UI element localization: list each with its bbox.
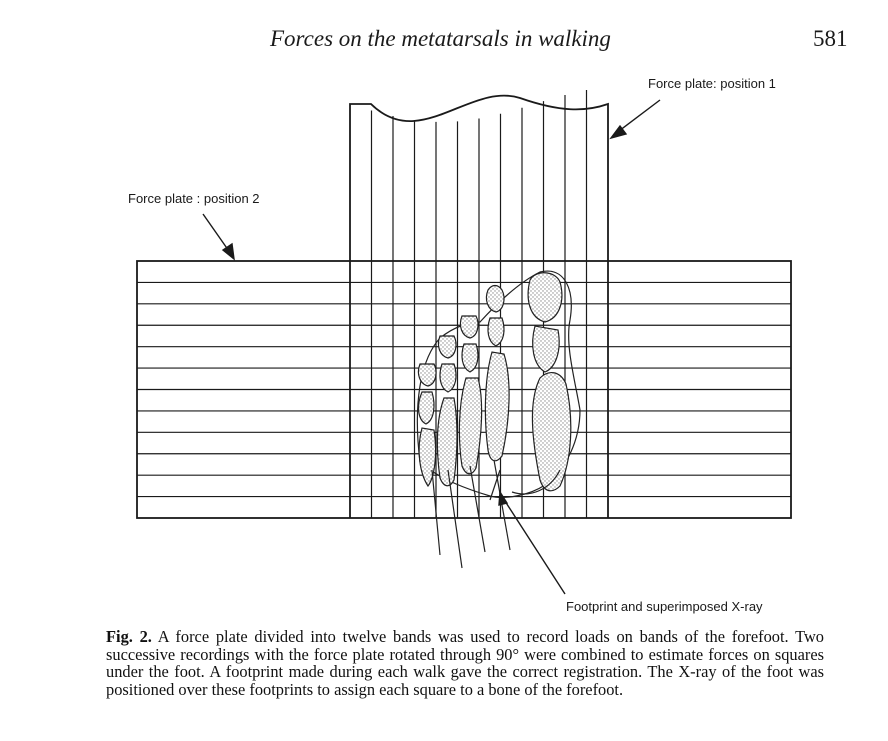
label-plate-position-2: Force plate : position 2 <box>128 191 260 206</box>
figure-force-plate: Force plate: position 1 Force plate : po… <box>128 76 792 614</box>
foot-xray-illustration <box>416 270 581 569</box>
figure-caption: Fig. 2. A force plate divided into twelv… <box>106 628 824 698</box>
running-title: Forces on the metatarsals in walking <box>270 26 611 51</box>
force-plate-diagram: Force plate: position 1 Force plate : po… <box>128 76 792 614</box>
page-number: 581 <box>813 26 848 51</box>
label-plate-position-1: Force plate: position 1 <box>648 76 776 91</box>
running-head: Forces on the metatarsals in walking 581 <box>0 22 888 56</box>
caption-text: A force plate divided into twelve bands … <box>106 627 825 699</box>
label-footprint: Footprint and superimposed X-ray <box>566 599 763 614</box>
caption-label: Fig. 2. <box>106 627 152 646</box>
leader-arrows <box>202 99 661 595</box>
